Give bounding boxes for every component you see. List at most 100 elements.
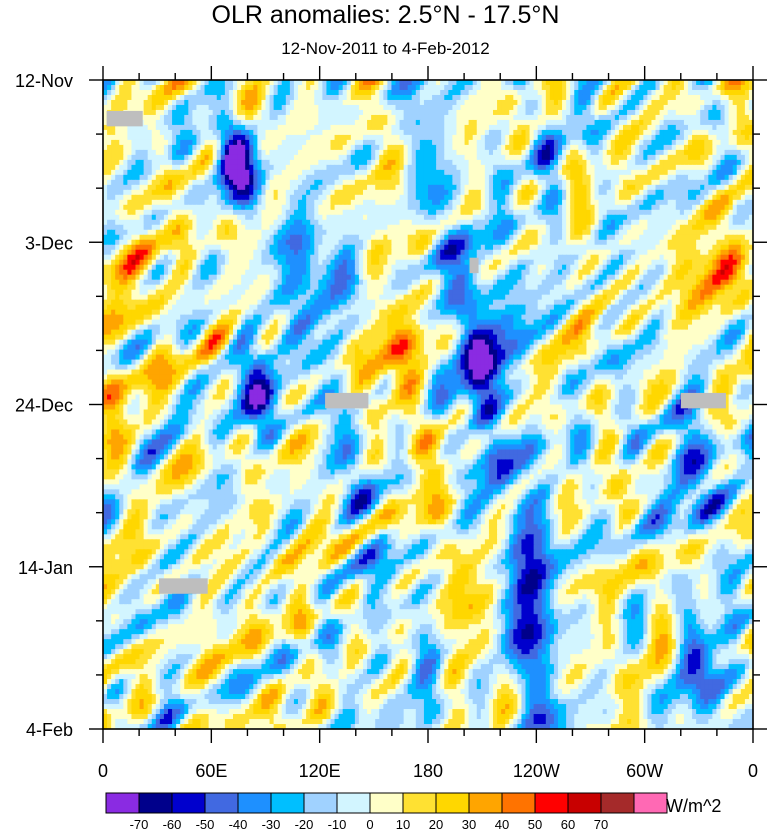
heatmap-cell (144, 140, 149, 146)
heatmap-cell (221, 180, 226, 186)
heatmap-cell (225, 130, 230, 136)
heatmap-cell (517, 130, 522, 136)
heatmap-cell (379, 190, 384, 196)
heatmap-cell (278, 185, 283, 191)
heatmap-cell (111, 205, 116, 211)
heatmap-cell (534, 230, 539, 236)
heatmap-cell (526, 95, 531, 101)
heatmap-cell (651, 130, 656, 136)
heatmap-cell (420, 80, 425, 86)
heatmap-cell (201, 165, 206, 171)
heatmap-cell (221, 220, 226, 226)
heatmap-cell (607, 215, 612, 221)
heatmap-cell (623, 155, 628, 161)
heatmap-cell (326, 125, 331, 131)
heatmap-cell (306, 95, 311, 101)
heatmap-cell (314, 200, 319, 206)
heatmap-cell (436, 175, 441, 181)
heatmap-cell (664, 80, 669, 86)
heatmap-cell (387, 180, 392, 186)
heatmap-cell (205, 180, 210, 186)
heatmap-cell (513, 90, 518, 96)
heatmap-cell (688, 205, 693, 211)
heatmap-cell (595, 135, 600, 141)
heatmap-cell (213, 90, 218, 96)
heatmap-cell (570, 85, 575, 91)
heatmap-cell (550, 145, 555, 151)
heatmap-cell (245, 220, 250, 226)
heatmap-cell (355, 110, 360, 116)
heatmap-cell (355, 95, 360, 101)
heatmap-cell (379, 220, 384, 226)
heatmap-cell (111, 145, 116, 151)
heatmap-cell (343, 190, 348, 196)
heatmap-cell (505, 200, 510, 206)
heatmap-cell (164, 165, 169, 171)
heatmap-cell (611, 160, 616, 166)
heatmap-cell (205, 230, 210, 236)
heatmap-cell (213, 160, 218, 166)
heatmap-cell (213, 100, 218, 106)
heatmap-cell (497, 130, 502, 136)
heatmap-cell (595, 190, 600, 196)
heatmap-cell (322, 80, 327, 86)
heatmap-cell (550, 100, 555, 106)
heatmap-cell (578, 195, 583, 201)
heatmap-cell (627, 85, 632, 91)
heatmap-cell (420, 200, 425, 206)
heatmap-cell (107, 225, 112, 231)
heatmap-cell (595, 180, 600, 186)
heatmap-cell (623, 135, 628, 141)
heatmap-cell (493, 195, 498, 201)
heatmap-cell (127, 225, 132, 231)
heatmap-cell (339, 215, 344, 221)
heatmap-cell (367, 180, 372, 186)
heatmap-cell (521, 135, 526, 141)
heatmap-cell (595, 125, 600, 131)
heatmap-cell (436, 100, 441, 106)
heatmap-cell (274, 190, 279, 196)
heatmap-cell (221, 195, 226, 201)
heatmap-cell (274, 140, 279, 146)
heatmap-cell (257, 120, 262, 126)
heatmap-cell (615, 185, 620, 191)
heatmap-cell (639, 90, 644, 96)
heatmap-cell (623, 95, 628, 101)
heatmap-cell (140, 210, 145, 216)
heatmap-cell (651, 205, 656, 211)
heatmap-cell (550, 150, 555, 156)
heatmap-cell (469, 195, 474, 201)
heatmap-cell (680, 135, 685, 141)
heatmap-cell (294, 195, 299, 201)
heatmap-cell (156, 190, 161, 196)
heatmap-cell (196, 100, 201, 106)
heatmap-cell (424, 210, 429, 216)
heatmap-cell (213, 110, 218, 116)
heatmap-cell (534, 95, 539, 101)
heatmap-cell (213, 105, 218, 111)
heatmap-cell (489, 175, 494, 181)
heatmap-cell (131, 130, 136, 136)
heatmap-cell (180, 205, 185, 211)
heatmap-cell (261, 160, 266, 166)
heatmap-cell (550, 130, 555, 136)
heatmap-cell (217, 215, 222, 221)
heatmap-cell (465, 200, 470, 206)
heatmap-cell (383, 165, 388, 171)
heatmap-cell (672, 180, 677, 186)
heatmap-cell (493, 90, 498, 96)
heatmap-cell (526, 105, 531, 111)
heatmap-cell (656, 135, 661, 141)
heatmap-cell (196, 110, 201, 116)
heatmap-cell (599, 175, 604, 181)
heatmap-cell (359, 85, 364, 91)
heatmap-cell (716, 125, 721, 131)
heatmap-cell (591, 165, 596, 171)
heatmap-cell (481, 230, 486, 236)
heatmap-cell (623, 125, 628, 131)
heatmap-cell (733, 100, 738, 106)
heatmap-cell (152, 120, 157, 126)
heatmap-cell (351, 150, 356, 156)
heatmap-cell (294, 190, 299, 196)
heatmap-cell (282, 215, 287, 221)
